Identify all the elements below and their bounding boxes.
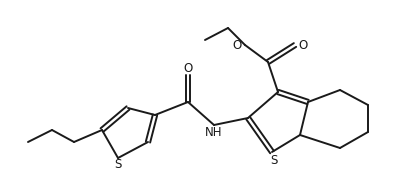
Text: S: S (114, 159, 122, 172)
Text: O: O (233, 39, 242, 51)
Text: O: O (298, 39, 308, 51)
Text: O: O (183, 62, 192, 75)
Text: NH: NH (205, 127, 223, 140)
Text: S: S (271, 154, 278, 166)
